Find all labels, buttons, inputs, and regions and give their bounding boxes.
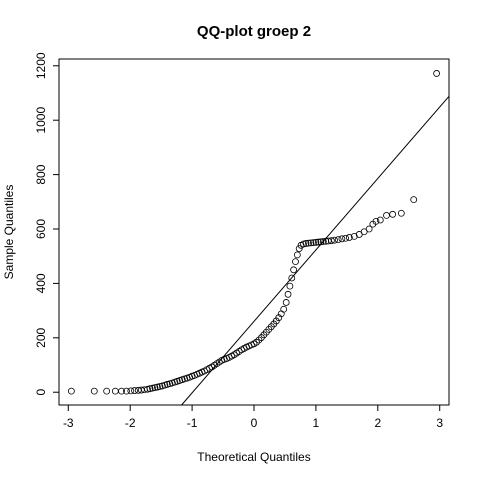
- y-tick-label: 1200: [34, 52, 48, 79]
- data-point-71: [291, 267, 297, 273]
- x-axis-label: Theoretical Quantiles: [197, 450, 310, 464]
- y-axis: 0 200 400 600 800 1000 1200: [34, 52, 59, 395]
- data-point-100: [383, 212, 389, 218]
- data-point-1: [91, 388, 97, 394]
- data-point-101: [390, 211, 396, 217]
- data-point-103: [411, 197, 417, 203]
- data-point-73: [294, 252, 300, 258]
- plot-frame: [59, 59, 449, 405]
- x-tick-label: 1: [313, 416, 320, 430]
- y-tick-label: 800: [34, 164, 48, 184]
- plot-marks: [68, 70, 449, 405]
- x-tick-label: -2: [125, 416, 136, 430]
- y-tick-label: 0: [34, 389, 48, 396]
- y-tick-label: 600: [34, 219, 48, 239]
- y-tick-label: 200: [34, 327, 48, 347]
- y-axis-label: Sample Quantiles: [2, 185, 16, 280]
- y-tick-label: 1000: [34, 107, 48, 134]
- chart-title: QQ-plot groep 2: [197, 23, 311, 40]
- data-point-104: [434, 70, 440, 76]
- data-point-2: [104, 388, 110, 394]
- data-point-69: [287, 283, 293, 289]
- x-tick-label: 0: [251, 416, 258, 430]
- data-point-66: [281, 306, 287, 312]
- x-tick-label: -1: [187, 416, 198, 430]
- data-point-0: [68, 388, 74, 394]
- x-tick-label: -3: [63, 416, 74, 430]
- data-point-72: [292, 259, 298, 265]
- data-point-68: [285, 291, 291, 297]
- x-tick-label: 3: [436, 416, 443, 430]
- data-point-67: [283, 299, 289, 305]
- data-point-102: [398, 210, 404, 216]
- x-axis: -3 -2 -1 0 1 2 3: [63, 405, 443, 430]
- x-tick-label: 2: [374, 416, 381, 430]
- data-point-3: [112, 388, 118, 394]
- y-tick-label: 400: [34, 273, 48, 293]
